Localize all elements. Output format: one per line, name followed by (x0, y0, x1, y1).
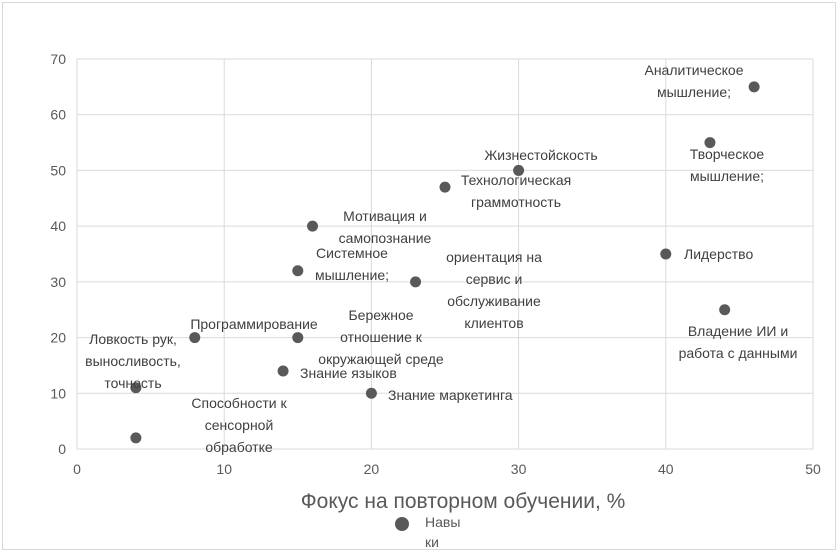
y-tick-label: 70 (50, 51, 66, 67)
x-axis-label: Фокус на повторном обучении, % (301, 490, 626, 513)
x-tick-label: 10 (216, 461, 232, 477)
data-label: Жизнестойскость (484, 147, 597, 163)
data-point (307, 220, 319, 232)
x-tick-label: 50 (805, 461, 821, 477)
data-label: мышление; (315, 267, 389, 283)
data-label: Творческое (690, 146, 765, 162)
data-label: Мотивация и (343, 208, 427, 224)
x-tick-label: 30 (511, 461, 527, 477)
data-label: клиентов (464, 315, 523, 331)
legend-label-line-2: ки (425, 534, 439, 550)
data-label: точность (104, 375, 161, 391)
data-label: граммотность (471, 194, 561, 210)
legend-marker (395, 517, 409, 531)
data-label: работа с данными (679, 345, 798, 361)
y-tick-label: 60 (50, 107, 66, 123)
data-label: ориентация на (446, 249, 542, 265)
point-labels: Аналитическое мышление; Творческое мышление… (85, 62, 797, 455)
data-point (130, 382, 142, 394)
data-label: Владение ИИ и (688, 323, 788, 339)
data-label: Бережное (348, 307, 413, 323)
data-label: Способности к (191, 395, 287, 411)
data-label: мышление; (657, 84, 731, 100)
legend: Навы ки (395, 514, 460, 550)
y-tick-label: 20 (50, 330, 66, 346)
data-point (513, 164, 525, 176)
data-point (292, 332, 304, 344)
data-label: Системное (316, 245, 388, 261)
data-label: отношение к (340, 329, 423, 345)
y-tick-label: 10 (50, 385, 66, 401)
data-label: мышление; (690, 168, 764, 184)
y-tick-label: 30 (50, 274, 66, 290)
data-point (748, 81, 760, 93)
data-label: обработке (205, 439, 273, 455)
x-tick-label: 40 (658, 461, 674, 477)
data-point (130, 432, 142, 444)
data-label: Знание маркетинга (388, 387, 513, 403)
y-axis-ticks: 0 10 20 30 40 50 60 70 (50, 51, 66, 457)
data-point (277, 365, 289, 377)
data-label: Лидерство (684, 246, 753, 262)
x-axis-ticks: 0 10 20 30 40 50 (73, 461, 821, 477)
data-label: сервис и (466, 271, 523, 287)
data-label: сенсорной (205, 417, 274, 433)
legend-label-line-1: Навы (425, 514, 460, 530)
y-tick-label: 50 (50, 162, 66, 178)
data-point (704, 137, 716, 149)
x-tick-label: 0 (73, 461, 81, 477)
y-tick-label: 40 (50, 218, 66, 234)
data-point (365, 387, 377, 399)
data-label: Знание языков (300, 365, 397, 381)
data-label: Программирование (190, 316, 318, 332)
data-point (439, 181, 451, 193)
data-point (189, 332, 201, 344)
data-point (719, 304, 731, 316)
data-label: Технологическая (461, 172, 571, 188)
data-point (410, 276, 422, 288)
data-point (292, 265, 304, 277)
data-label: Ловкость рук, (89, 331, 177, 347)
data-label: окружающей среде (318, 351, 444, 367)
data-point (660, 248, 672, 260)
data-label: самопознание (339, 230, 432, 246)
x-tick-label: 20 (364, 461, 380, 477)
data-label: выносливость, (85, 353, 181, 369)
y-tick-label: 0 (58, 441, 66, 457)
data-label: обслуживание (447, 293, 541, 309)
data-label: Аналитическое (644, 62, 743, 78)
data-points (130, 81, 760, 444)
